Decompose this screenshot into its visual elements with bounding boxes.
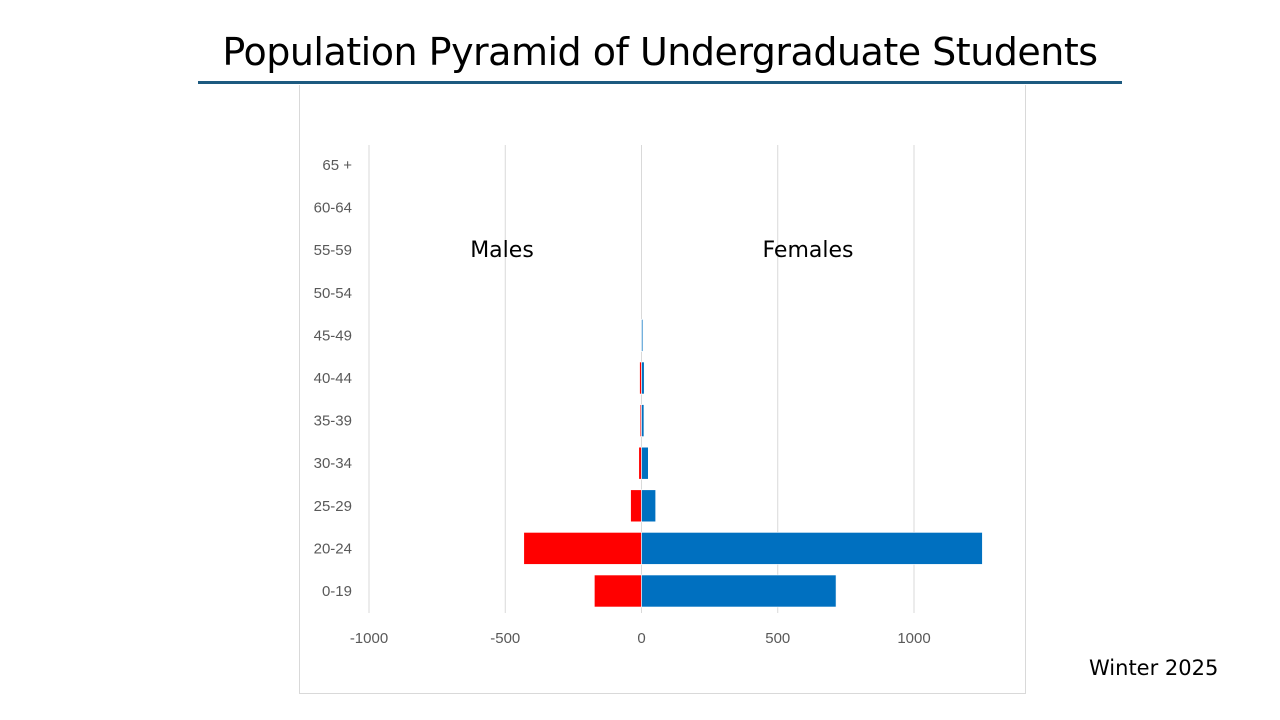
y-tick-label: 25-29: [314, 498, 352, 515]
x-tick-label: 0: [637, 630, 645, 647]
bar-females-40-44: [641, 361, 645, 395]
y-tick-label: 65 +: [322, 157, 352, 174]
y-tick-label: 50-54: [314, 285, 352, 302]
bar-males-25-29: [630, 489, 642, 523]
y-tick-label: 0-19: [322, 583, 352, 600]
x-tick-label: 1000: [897, 630, 930, 647]
bar-females-25-29: [641, 489, 656, 523]
y-tick-label: 60-64: [314, 200, 352, 217]
annotation-males: Males: [470, 238, 534, 263]
bar-females-30-34: [641, 446, 649, 480]
y-tick-label: 55-59: [314, 242, 352, 259]
x-tick-label: 500: [765, 630, 790, 647]
y-tick-label: 45-49: [314, 327, 352, 344]
bar-females-0-19: [641, 574, 837, 608]
slide-title: Population Pyramid of Undergraduate Stud…: [222, 30, 1098, 74]
bar-males-0-19: [594, 574, 642, 608]
bar-females-45-49: [641, 319, 644, 352]
annotation-females: Females: [762, 238, 853, 263]
bar-females-35-39: [641, 404, 645, 437]
x-tick-label: -500: [490, 630, 520, 647]
x-tick-label: -1000: [350, 630, 388, 647]
term-label: Winter 2025: [1089, 656, 1219, 680]
y-tick-label: 40-44: [314, 370, 352, 387]
title-underline: [198, 81, 1122, 84]
bar-females-20-24: [641, 532, 983, 565]
y-tick-label: 30-34: [314, 455, 352, 472]
y-tick-label: 35-39: [314, 413, 352, 430]
bar-males-20-24: [523, 532, 642, 565]
y-tick-label: 20-24: [314, 540, 352, 557]
bar-males-30-34: [638, 446, 642, 480]
chart-frame: [299, 85, 1026, 694]
